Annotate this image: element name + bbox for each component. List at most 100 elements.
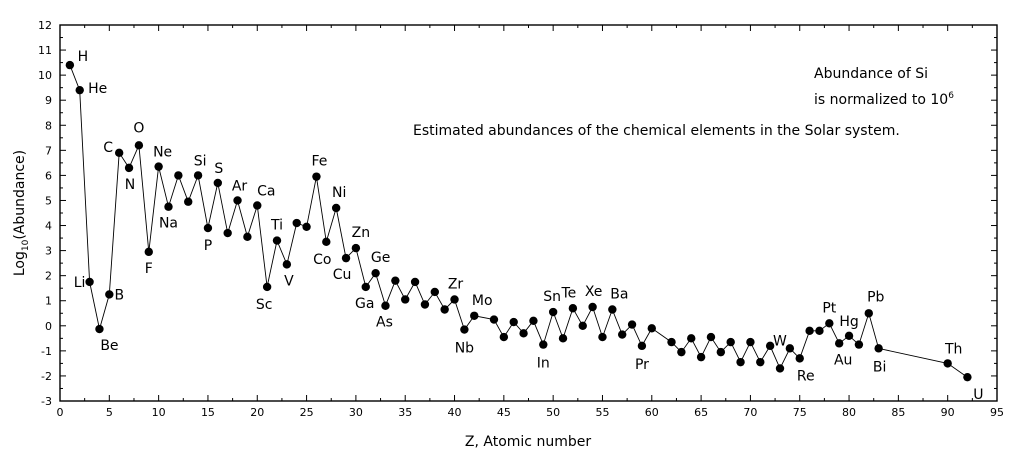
data-point (854, 340, 864, 349)
y-tick-label: 10 (38, 69, 52, 82)
x-tick-label: 20 (250, 406, 264, 419)
data-point (588, 302, 597, 312)
y-tick-label: 0 (45, 320, 52, 333)
data-point (460, 325, 469, 334)
y-tick-label: 9 (45, 94, 52, 107)
data-point (677, 347, 686, 357)
data-point (391, 276, 400, 285)
element-label: F (145, 261, 153, 277)
series-line (69, 64, 968, 378)
data-point (164, 202, 173, 211)
data-point (815, 326, 824, 336)
data-point (144, 247, 153, 257)
data-point (292, 218, 301, 228)
data-point (834, 339, 844, 348)
data-point (233, 196, 242, 205)
data-point (85, 277, 94, 287)
data-point (351, 243, 361, 253)
x-tick-label: 80 (842, 406, 856, 419)
data-point (322, 237, 331, 247)
y-axis-title-base: Log (12, 251, 28, 276)
element-label: Bi (873, 359, 887, 375)
data-point (726, 337, 735, 347)
element-label: Th (944, 341, 962, 357)
element-label: Pt (822, 300, 836, 316)
element-label: C (103, 140, 113, 156)
data-points (65, 60, 972, 382)
y-tick-label: -3 (41, 395, 52, 408)
x-tick-label: 50 (546, 406, 560, 419)
element-label: Ge (371, 250, 390, 266)
element-label: W (773, 333, 787, 349)
data-point (174, 171, 183, 180)
y-tick-label: 6 (45, 169, 52, 182)
data-point (430, 287, 439, 297)
normalization-note-line2: is normalized to 106 (814, 91, 954, 108)
data-point (608, 305, 617, 314)
element-label: Ba (610, 287, 628, 303)
data-point (844, 331, 854, 341)
x-tick-label: 65 (694, 406, 708, 419)
element-label: Nb (455, 341, 474, 357)
data-point (470, 311, 479, 320)
data-point (489, 315, 499, 324)
element-label: Zr (448, 276, 464, 292)
element-label: Ti (270, 218, 283, 234)
data-point (963, 372, 972, 382)
element-label: Sc (256, 297, 273, 313)
y-axis-title-subscript: 10 (21, 239, 31, 251)
data-point (539, 340, 548, 349)
element-label: Li (74, 275, 86, 291)
y-tick-label: 12 (38, 19, 52, 32)
y-tick-label: 7 (45, 144, 52, 157)
element-label: Pb (867, 289, 884, 305)
data-point (381, 301, 390, 310)
x-tick-label: 15 (201, 406, 215, 419)
element-label: Te (560, 285, 576, 301)
data-point (874, 344, 883, 353)
data-point (420, 300, 430, 309)
x-tick-label: 40 (448, 406, 462, 419)
x-tick-label: 85 (891, 406, 905, 419)
x-tick-label: 75 (793, 406, 807, 419)
element-label: In (537, 356, 550, 372)
data-point (716, 347, 726, 357)
normalization-note-superscript: 6 (948, 91, 954, 101)
element-label: He (88, 81, 107, 97)
normalization-note-base: is normalized to 10 (814, 92, 948, 108)
data-point (618, 330, 627, 339)
element-label: Fe (311, 154, 327, 170)
element-label: Ar (232, 178, 248, 194)
element-label: Cu (333, 267, 352, 283)
element-label: Co (313, 252, 331, 268)
data-point (65, 60, 75, 70)
y-tick-label: 5 (45, 194, 52, 207)
data-point (341, 253, 351, 263)
element-label: N (125, 177, 135, 193)
data-point (765, 341, 775, 351)
data-point (262, 282, 272, 292)
data-point (213, 178, 223, 188)
data-point (302, 222, 311, 231)
data-point (410, 277, 420, 287)
data-point (785, 344, 795, 353)
data-point (282, 260, 292, 269)
element-label: Ca (257, 183, 275, 199)
element-label: Re (797, 368, 815, 384)
x-tick-label: 60 (645, 406, 659, 419)
y-tick-label: 11 (38, 44, 52, 57)
data-point (499, 332, 509, 342)
y-tick-label: 8 (45, 119, 52, 132)
data-point (746, 337, 755, 347)
x-tick-label: 25 (300, 406, 314, 419)
data-point (805, 326, 814, 336)
data-point (795, 354, 804, 363)
data-point (696, 352, 706, 362)
data-point (578, 321, 587, 330)
data-point (253, 201, 262, 210)
data-point (548, 307, 558, 317)
data-point (598, 332, 607, 342)
element-label: U (973, 387, 983, 403)
